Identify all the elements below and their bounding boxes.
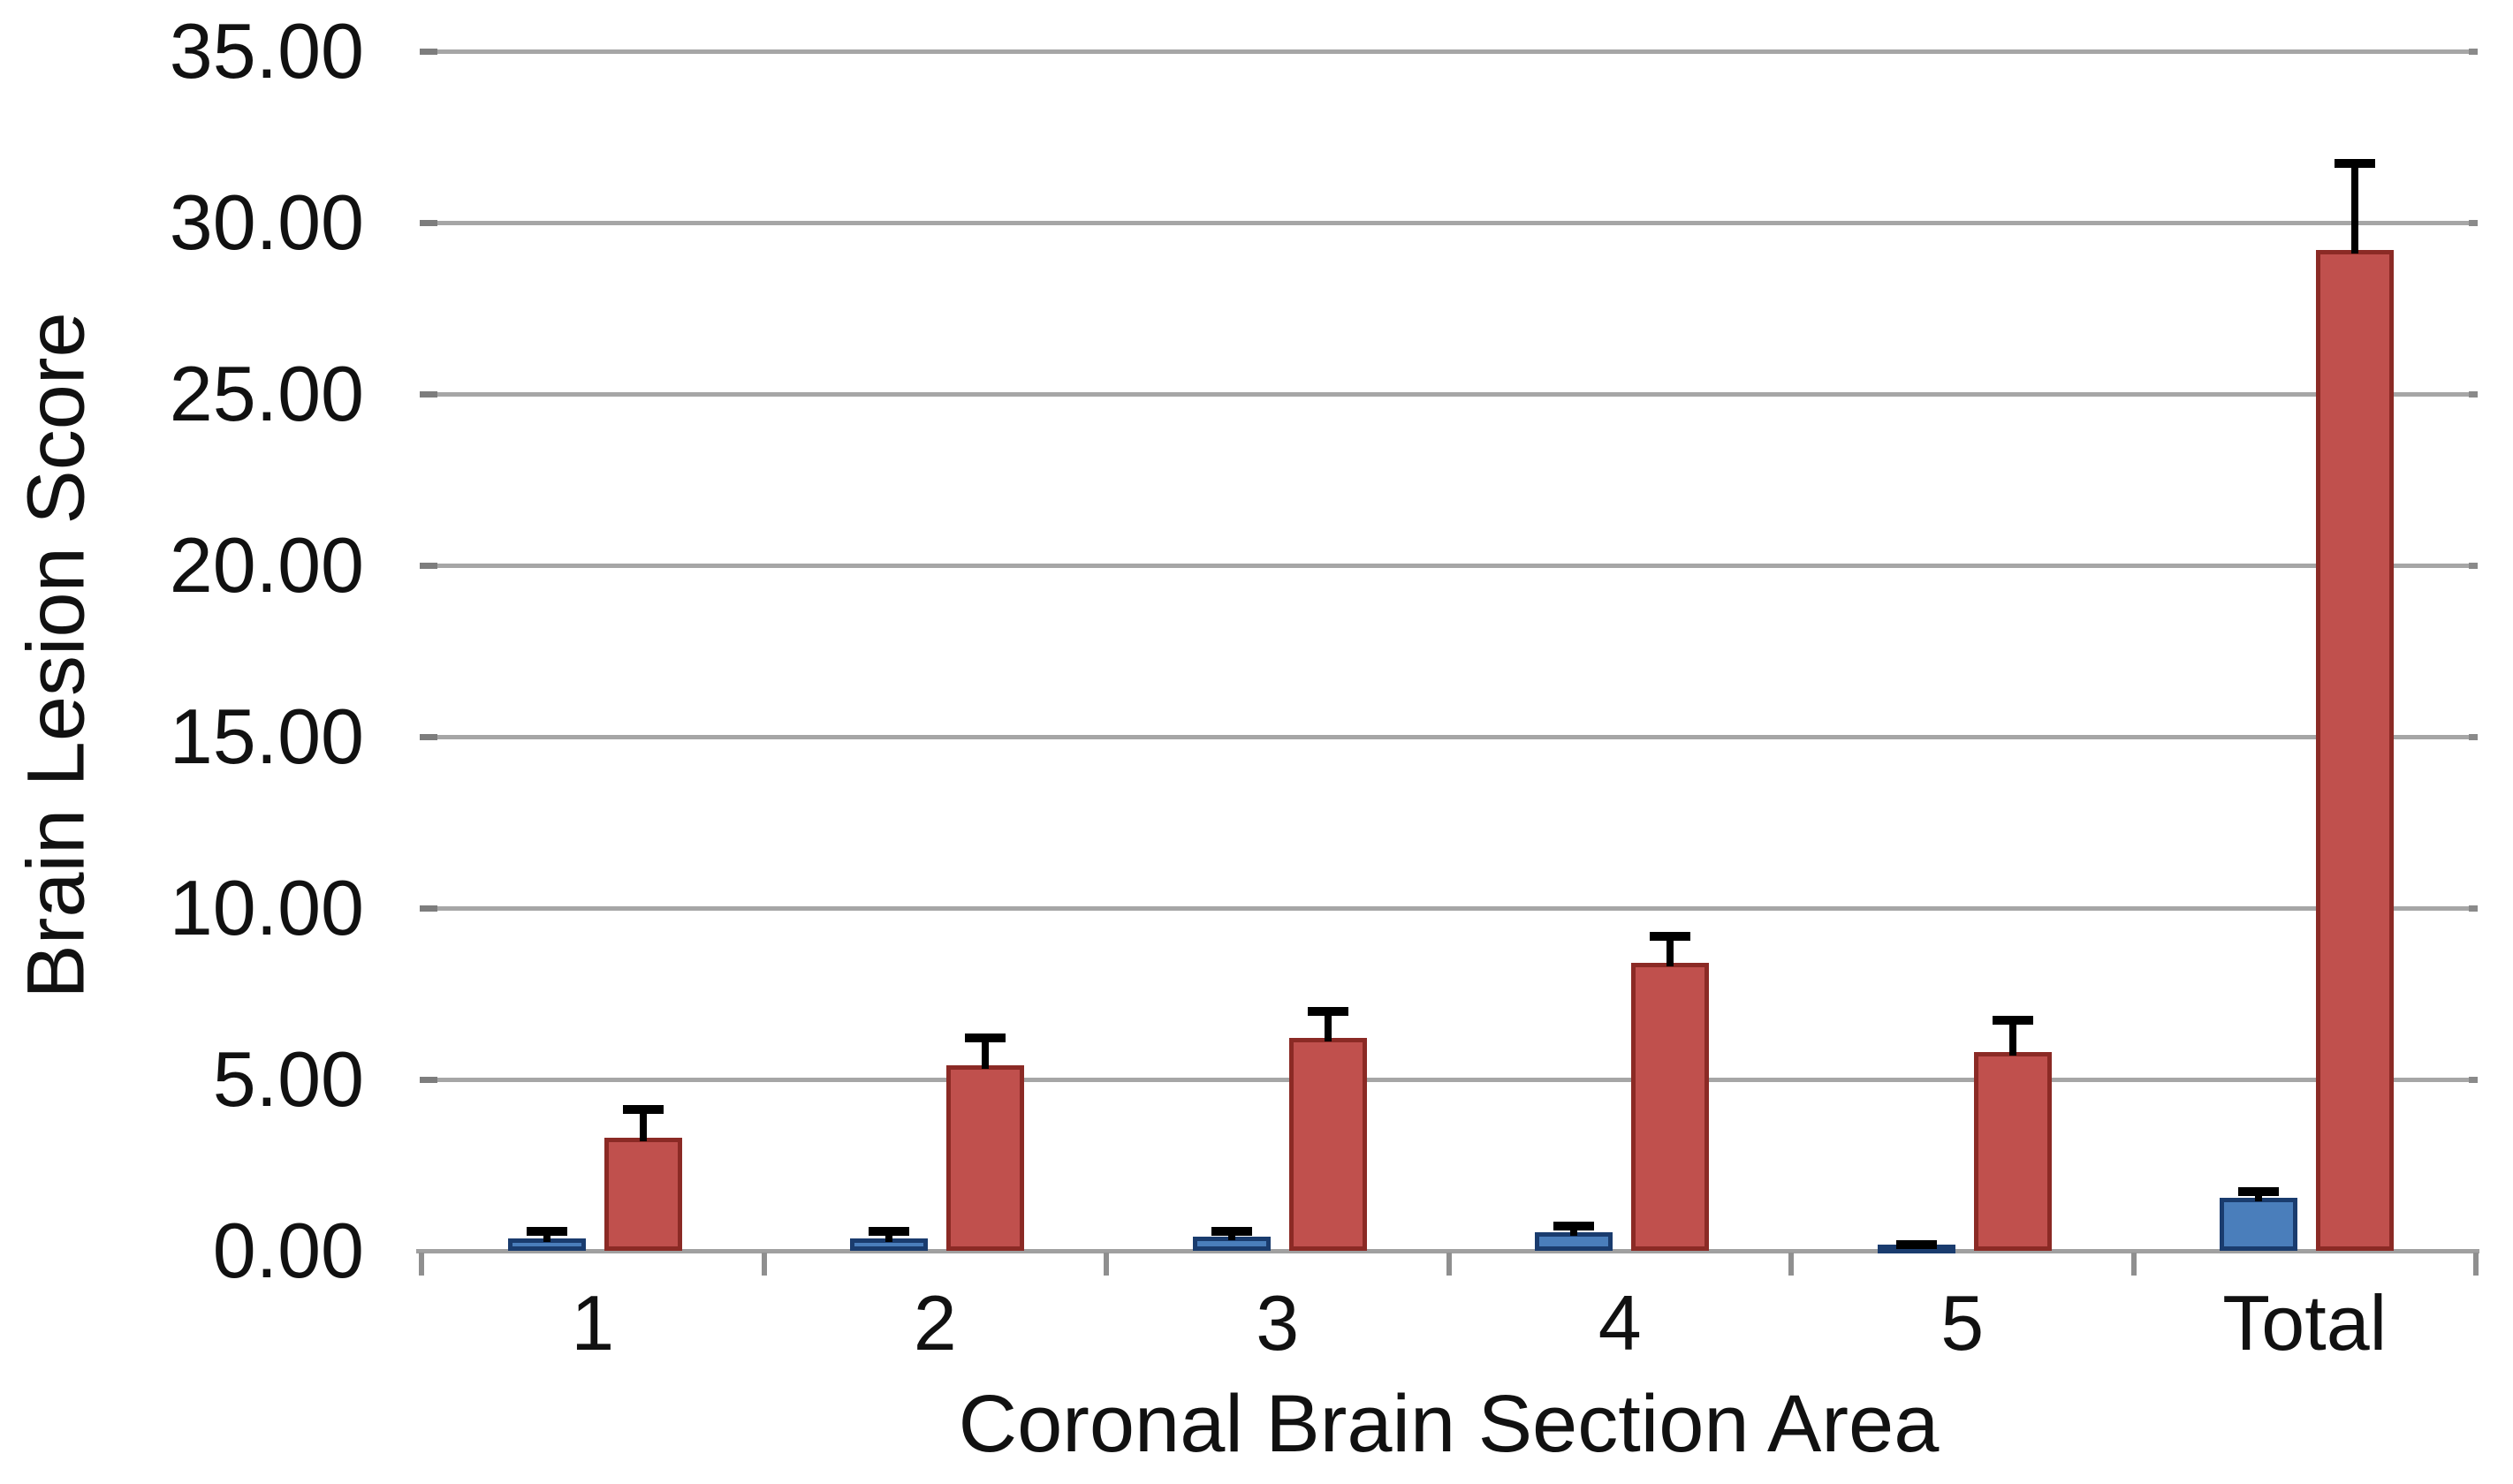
gridline [421, 734, 2476, 739]
x-axis-tick [1104, 1253, 1109, 1276]
error-bar-cap [869, 1226, 910, 1236]
gridline [421, 49, 2476, 54]
y-axis-tick [420, 48, 437, 55]
y-tick-label: 15.00 [169, 693, 364, 780]
x-category-label: 4 [1598, 1279, 1642, 1367]
error-bar-cap [1992, 1016, 2033, 1026]
y-axis-tick [420, 905, 437, 912]
y-tick-label: 25.00 [169, 350, 364, 437]
error-bar-line [1324, 1009, 1332, 1042]
y-tick-label: 35.00 [169, 7, 364, 95]
x-category-label: Total [2222, 1279, 2388, 1367]
error-bar-line [982, 1034, 990, 1070]
error-bar-line [639, 1107, 647, 1141]
gridline [421, 1077, 2476, 1082]
error-bar-cap [2238, 1187, 2280, 1197]
x-axis-tick [761, 1253, 767, 1276]
error-bar-cap [1895, 1240, 1937, 1250]
y-axis-tick [420, 1076, 437, 1083]
bar-red-series [604, 1137, 682, 1251]
y-tick-label: 30.00 [169, 178, 364, 266]
x-category-label: 1 [571, 1279, 615, 1367]
gridline-end-tick [2469, 48, 2478, 55]
error-bar-cap [2335, 159, 2376, 169]
y-axis-tick [420, 219, 437, 226]
y-tick-label: 20.00 [169, 521, 364, 609]
bar-red-series [2316, 250, 2395, 1251]
x-axis-tick [2130, 1253, 2137, 1276]
gridline-end-tick [2469, 562, 2478, 569]
error-bar-cap [526, 1226, 567, 1236]
y-axis-tick [420, 390, 437, 398]
y-tick-label: 5.00 [212, 1035, 364, 1123]
bar-blue-series [2220, 1197, 2298, 1251]
y-tick-label: 10.00 [169, 864, 364, 951]
gridline [421, 563, 2476, 568]
y-axis-tick [420, 733, 437, 740]
x-axis-line [416, 1248, 2479, 1253]
gridline-end-tick [2469, 905, 2478, 912]
bar-red-series [1973, 1051, 2052, 1251]
error-bar-line [1666, 934, 1674, 967]
x-axis-tick [2473, 1253, 2479, 1276]
x-category-label: 3 [1256, 1279, 1300, 1367]
error-bar-line [2351, 161, 2359, 254]
error-bar-cap [622, 1105, 664, 1115]
gridline [421, 220, 2476, 225]
gridline-end-tick [2469, 219, 2478, 226]
gridline-end-tick [2469, 390, 2478, 398]
x-axis-title: Coronal Brain Section Area [958, 1379, 1940, 1469]
bar-red-series [1631, 963, 1710, 1251]
gridline-end-tick [2469, 733, 2478, 740]
error-bar-cap [1553, 1221, 1595, 1230]
y-axis-tick [420, 562, 437, 569]
plot-area [421, 51, 2476, 1251]
x-axis-tick [419, 1253, 424, 1276]
x-category-label: 2 [913, 1279, 957, 1367]
error-bar-cap [1211, 1226, 1252, 1236]
error-bar-cap [965, 1033, 1006, 1042]
gridline [421, 905, 2476, 911]
bar-red-series [1288, 1038, 1367, 1251]
x-axis-tick [1446, 1253, 1452, 1276]
error-bar-line [2008, 1018, 2016, 1056]
y-tick-label: 0.00 [212, 1207, 364, 1294]
x-category-label: 5 [1940, 1279, 1985, 1367]
bar-red-series [946, 1065, 1025, 1251]
x-axis-tick [1788, 1253, 1794, 1276]
gridline-end-tick [2469, 1076, 2478, 1083]
gridline [421, 391, 2476, 397]
error-bar-cap [1650, 932, 1691, 942]
error-bar-cap [1307, 1007, 1348, 1017]
